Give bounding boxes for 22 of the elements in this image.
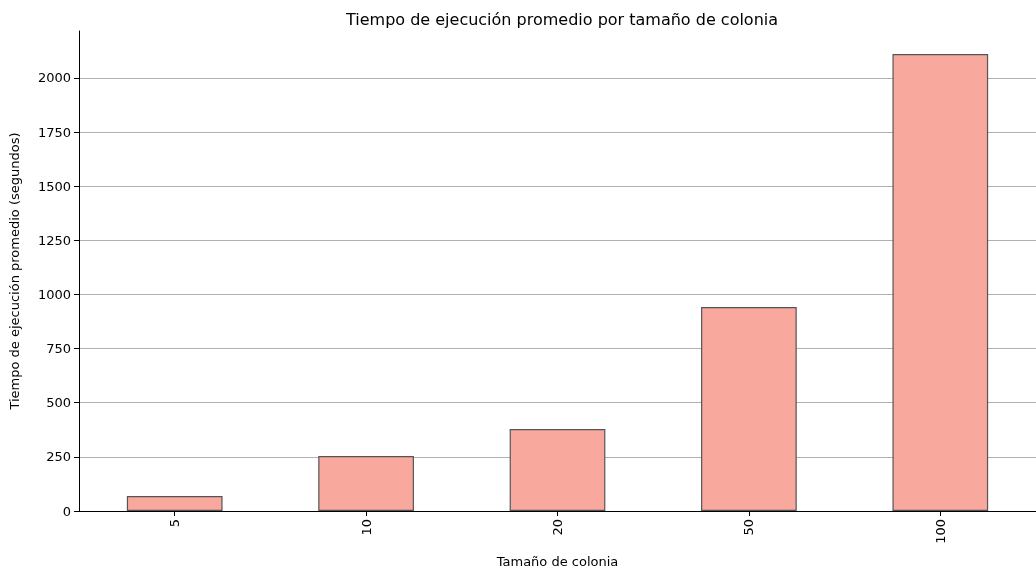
y-tick-label: 500 bbox=[46, 395, 71, 411]
y-tick-label: 1000 bbox=[37, 286, 71, 302]
x-tick-label: 50 bbox=[741, 519, 757, 536]
y-tick-label: 1500 bbox=[37, 178, 71, 194]
y-tick-label: 250 bbox=[46, 449, 71, 465]
x-tick-label: 5 bbox=[167, 519, 183, 528]
x-tick-label: 100 bbox=[932, 519, 948, 544]
y-tick-label: 2000 bbox=[37, 70, 71, 86]
y-tick-label: 1750 bbox=[37, 124, 71, 140]
x-axis-title: Tamaño de colonia bbox=[495, 554, 619, 569]
bar bbox=[126, 496, 223, 511]
bar bbox=[318, 456, 414, 511]
y-tick-label: 750 bbox=[46, 341, 71, 357]
x-tick-label: 20 bbox=[550, 519, 565, 536]
y-tick-label: 1250 bbox=[37, 232, 71, 248]
y-axis-title: Tiempo de ejecución promedio (segundos) bbox=[7, 132, 22, 411]
chart-title: Tiempo de ejecución promedio por tamaño de colonia bbox=[344, 9, 779, 29]
bar bbox=[701, 307, 797, 511]
bar bbox=[509, 428, 606, 511]
bar bbox=[892, 53, 989, 511]
y-tick-label: 0 bbox=[62, 503, 71, 519]
x-tick-label: 10 bbox=[358, 519, 374, 536]
